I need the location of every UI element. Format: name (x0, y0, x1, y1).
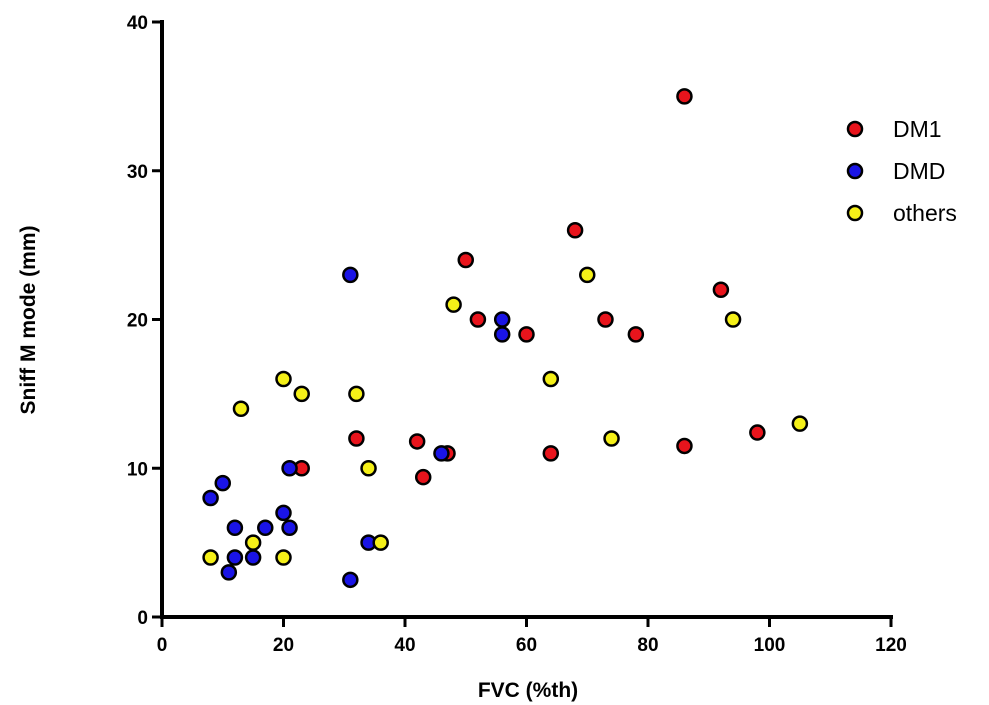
point-dm1 (457, 251, 474, 269)
point-dm1 (408, 433, 426, 450)
point-dmd (281, 460, 298, 477)
point-others (232, 400, 250, 417)
point-dmd (257, 519, 274, 536)
point-others (275, 549, 292, 566)
point-dm1 (566, 222, 584, 239)
x-tick-label: 80 (637, 635, 658, 656)
point-others (293, 385, 310, 403)
point-dmd (214, 474, 231, 492)
point-dmd (342, 266, 359, 284)
y-axis-title: Sniff M mode (mm) (17, 226, 40, 415)
point-others (603, 430, 620, 447)
point-others (372, 534, 389, 551)
x-tick-label: 120 (875, 635, 907, 656)
legend-label-dmd: DMD (893, 158, 945, 184)
point-others (275, 370, 292, 388)
legend-marker-dmd (846, 162, 864, 180)
point-dmd (226, 549, 244, 566)
point-dmd (226, 519, 244, 536)
point-dmd (493, 326, 511, 343)
y-tick-label: 0 (137, 608, 148, 629)
point-dm1 (712, 281, 730, 298)
point-dm1 (676, 88, 693, 105)
x-tick-label: 0 (157, 635, 168, 656)
point-others (244, 534, 262, 551)
x-axis-title: FVC (%th) (478, 679, 578, 702)
y-tick-label: 30 (127, 162, 148, 183)
point-others (348, 385, 365, 403)
x-ticks: 0 20 40 60 80 100 120 (157, 617, 907, 656)
y-tick-label: 20 (127, 311, 148, 332)
y-tick-label: 40 (127, 13, 148, 34)
point-others (445, 296, 462, 313)
legend-label-dm1: DM1 (893, 116, 942, 142)
point-dm1 (597, 311, 614, 328)
point-dm1 (542, 445, 560, 462)
y-ticks: 0 10 20 30 40 (127, 13, 162, 629)
data-points (202, 88, 809, 589)
point-dmd (244, 549, 262, 566)
point-dmd (281, 519, 298, 536)
point-others (791, 415, 809, 432)
legend-marker-dm1 (846, 120, 864, 138)
point-dm1 (518, 326, 535, 343)
point-dm1 (348, 430, 365, 447)
legend: DM1 DMD others (846, 116, 957, 226)
point-dm1 (627, 326, 645, 343)
point-dmd (342, 571, 359, 589)
point-dmd (493, 311, 511, 328)
point-dmd (433, 445, 450, 462)
point-dm1 (749, 424, 766, 441)
point-others (542, 370, 560, 388)
point-others (579, 266, 596, 284)
x-tick-label: 60 (516, 635, 537, 656)
y-tick-label: 10 (127, 459, 148, 480)
point-dmd (202, 489, 219, 507)
legend-marker-others (846, 204, 864, 222)
point-others (202, 549, 219, 566)
point-dm1 (469, 311, 487, 328)
x-tick-label: 40 (394, 635, 415, 656)
x-tick-label: 20 (273, 635, 294, 656)
point-dm1 (414, 468, 432, 486)
legend-label-others: others (893, 200, 957, 226)
x-tick-label: 100 (754, 635, 786, 656)
point-others (360, 460, 377, 477)
point-dmd (220, 564, 238, 581)
point-dm1 (676, 437, 693, 455)
point-dmd (275, 504, 292, 522)
point-others (724, 311, 742, 328)
